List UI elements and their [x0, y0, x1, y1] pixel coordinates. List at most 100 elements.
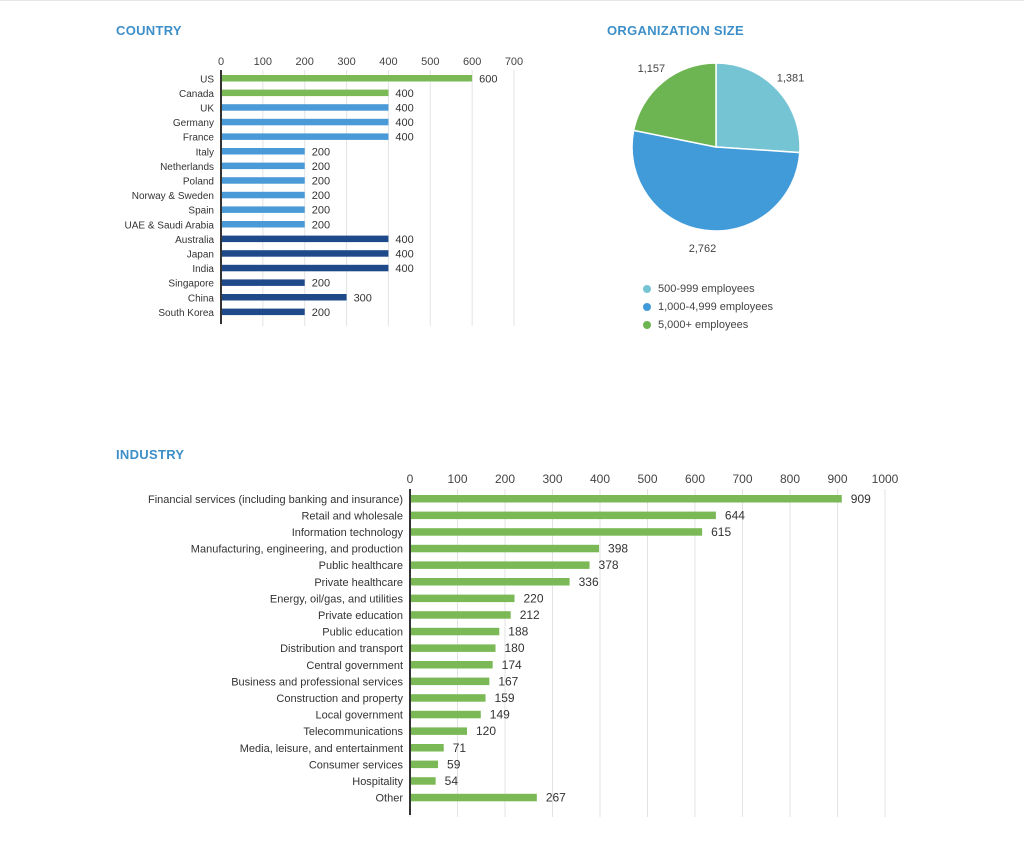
value-label: 400 [395, 102, 413, 114]
bar [410, 744, 444, 752]
category-label: Media, leisure, and entertainment [240, 743, 403, 755]
pie-slice [632, 62, 717, 148]
legend-label: 5,000+ employees [658, 319, 749, 331]
bar [410, 777, 436, 785]
bar [221, 221, 305, 228]
industry-bar-chart: 0 100 200 300 400 500 600 700 800 900 1000 Financia… [148, 472, 899, 817]
category-label: Italy [196, 147, 214, 158]
category-label: UAE & Saudi Arabia [125, 220, 215, 231]
x-tick-label: 600 [463, 56, 481, 68]
category-label: Japan [187, 249, 214, 260]
bar [221, 104, 389, 111]
legend-label: 1,000-4,999 employees [658, 301, 773, 313]
bar [410, 793, 537, 802]
category-label: Hospitality [352, 776, 403, 788]
value-label: 400 [395, 132, 413, 144]
x-tick-label: 200 [296, 56, 314, 68]
value-label: 615 [711, 525, 731, 539]
category-label: South Korea [158, 308, 214, 319]
value-label: 59 [447, 757, 461, 771]
legend-label: 500-999 employees [658, 283, 755, 295]
bar [221, 191, 305, 199]
bar [221, 235, 389, 243]
category-label: Spain [188, 206, 214, 217]
category-label: Germany [173, 118, 214, 129]
country-title: COUNTRY [116, 23, 182, 38]
category-label: Financial services (including banking an… [148, 494, 403, 506]
category-label: Canada [179, 89, 214, 100]
pie-slice [715, 62, 801, 154]
value-label: 200 [312, 190, 330, 202]
x-tick-label: 200 [495, 472, 515, 486]
bar [221, 148, 305, 155]
x-tick-label: 700 [505, 56, 523, 68]
category-label: Consumer services [309, 759, 404, 771]
category-label: China [188, 293, 215, 304]
bar [410, 710, 481, 719]
bar [410, 611, 511, 619]
pie-slice [631, 129, 801, 232]
x-tick-label: 600 [685, 472, 705, 486]
category-label: Distribution and transport [280, 643, 403, 655]
industry-title: INDUSTRY [116, 447, 185, 462]
value-label: 200 [312, 219, 330, 231]
category-label: Other [375, 793, 403, 805]
bar [410, 760, 439, 769]
category-label: Australia [175, 235, 214, 246]
value-label: 159 [495, 691, 515, 705]
bar [221, 133, 389, 140]
x-tick-label: 400 [379, 56, 397, 68]
category-label: Local government [316, 710, 403, 722]
value-label: 300 [354, 292, 372, 304]
value-label: 400 [395, 248, 413, 260]
bar [410, 578, 570, 586]
bar [410, 694, 486, 702]
legend-item-5000-plus: 5,000+ employees [643, 316, 773, 334]
category-label: UK [200, 103, 214, 114]
category-label: Construction and property [276, 693, 403, 705]
category-label: Central government [306, 660, 403, 672]
bar [410, 594, 515, 603]
x-tick-label: 0 [218, 56, 224, 68]
value-label: 200 [312, 278, 330, 290]
value-label: 400 [395, 117, 413, 129]
bar [221, 294, 347, 301]
value-label: 398 [608, 542, 628, 556]
category-label: Energy, oil/gas, and utilities [270, 593, 404, 605]
value-label: 909 [851, 492, 871, 506]
x-tick-label: 300 [337, 56, 355, 68]
bar [410, 528, 703, 536]
category-label: US [200, 74, 214, 85]
bar [410, 677, 490, 686]
value-label: 600 [479, 73, 497, 85]
x-tick-label: 300 [542, 472, 562, 486]
category-label: Public healthcare [319, 560, 403, 572]
x-tick-label: 900 [827, 472, 847, 486]
x-tick-label: 0 [407, 472, 414, 486]
org-size-title: ORGANIZATION SIZE [607, 23, 745, 38]
value-label: 200 [312, 161, 330, 173]
x-tick-label: 400 [590, 472, 610, 486]
x-tick-label: 500 [637, 472, 657, 486]
category-label: Telecommunications [303, 726, 403, 738]
value-label: 200 [312, 146, 330, 158]
bar [221, 162, 305, 170]
value-label: 336 [579, 575, 599, 589]
category-label: Norway & Sweden [132, 191, 214, 202]
bar [221, 118, 389, 126]
category-label: Singapore [168, 279, 214, 290]
bar [221, 264, 389, 272]
x-tick-label: 500 [421, 56, 439, 68]
x-tick-label: 1000 [872, 472, 899, 486]
x-tick-label: 700 [732, 472, 752, 486]
top-divider [0, 0, 1024, 1]
value-label: 188 [508, 625, 528, 639]
bar [410, 561, 590, 569]
legend-swatch [643, 321, 651, 329]
category-label: Information technology [292, 527, 404, 539]
bar [410, 644, 496, 652]
value-label: 174 [502, 658, 522, 672]
value-label: 200 [312, 205, 330, 217]
value-label: 644 [725, 508, 745, 522]
legend-swatch [643, 285, 651, 293]
